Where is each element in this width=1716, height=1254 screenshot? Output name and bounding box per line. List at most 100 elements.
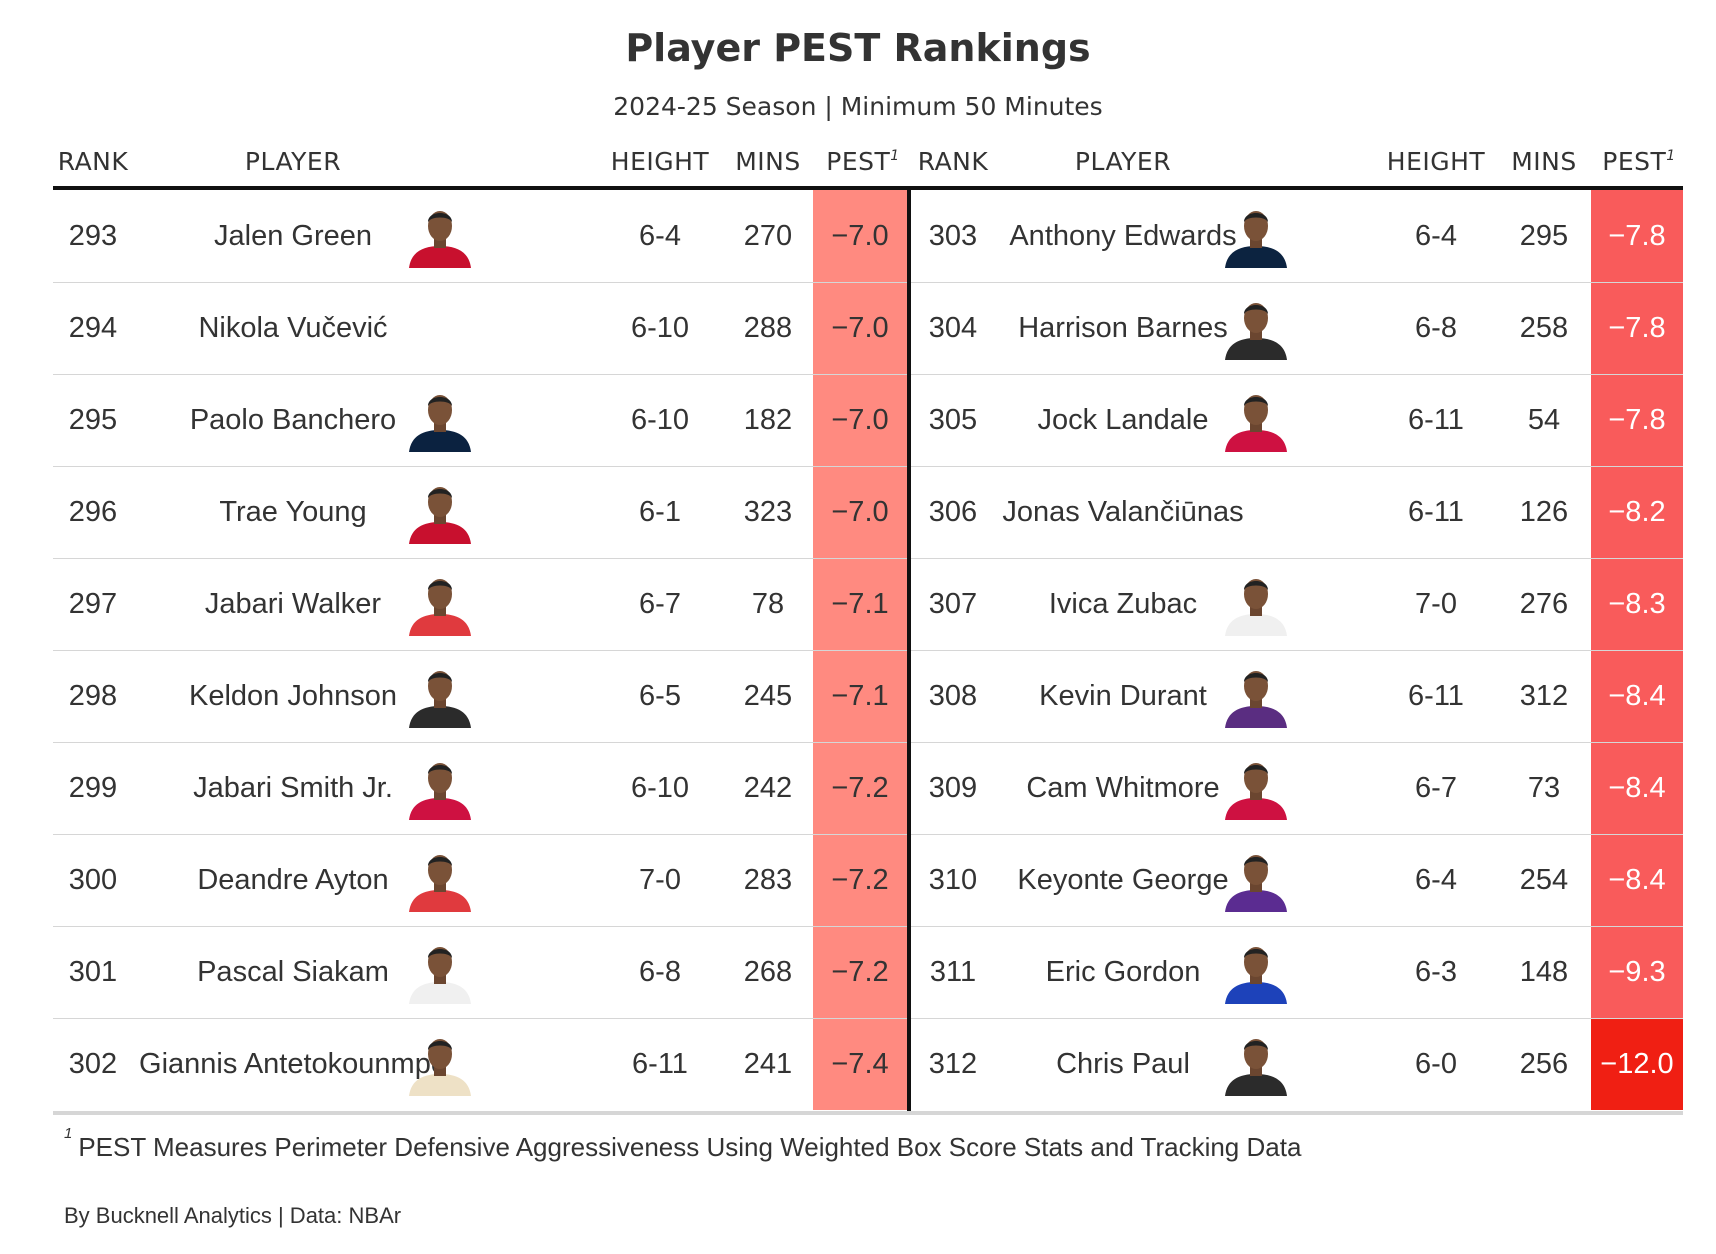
- pest-value-cell: −12.0: [1591, 1018, 1683, 1110]
- player-name: Anthony Edwards: [1009, 220, 1237, 252]
- table-row-left: 298 Keldon Johnson 6-5 245 −7.1: [53, 650, 907, 742]
- pest-value-cell: −7.2: [813, 834, 907, 926]
- table-row-left: 302 Giannis Antetokounmpo 6-11 241 −7.4: [53, 1018, 907, 1110]
- height-cell: 6-10: [630, 312, 690, 344]
- header-mins-right: MINS: [1511, 147, 1577, 176]
- player-headshot-icon: [405, 756, 475, 820]
- page-subtitle: 2024-25 Season | Minimum 50 Minutes: [613, 92, 1103, 121]
- table-row-left: 295 Paolo Banchero 6-10 182 −7.0: [53, 374, 907, 466]
- header-rank-left: RANK: [57, 147, 129, 176]
- row-divider: [911, 650, 1683, 651]
- pest-value-cell: −8.4: [1591, 650, 1683, 742]
- footnote-text: PEST Measures Perimeter Defensive Aggres…: [78, 1132, 1302, 1162]
- rank-cell: 297: [68, 588, 118, 620]
- header-rule: [53, 186, 1683, 190]
- player-name: Jabari Walker: [204, 588, 382, 620]
- height-cell: 6-10: [630, 404, 690, 436]
- height-cell: 6-11: [1408, 496, 1464, 528]
- player-headshot-icon: [405, 664, 475, 728]
- table-row-left: 297 Jabari Walker 6-7 78 −7.1: [53, 558, 907, 650]
- row-divider: [53, 282, 907, 283]
- rank-cell: 307: [928, 588, 978, 620]
- player-headshot-icon: [1221, 848, 1291, 912]
- table-row-right: 311 Eric Gordon 6-3 148 −9.3: [911, 926, 1683, 1018]
- player-headshot-icon: [405, 480, 475, 544]
- height-cell: 6-1: [639, 496, 681, 528]
- mins-cell: 288: [743, 312, 793, 344]
- mins-cell: 312: [1519, 680, 1569, 712]
- rank-cell: 298: [68, 680, 118, 712]
- player-name: Keldon Johnson: [189, 680, 397, 712]
- pest-value-cell: −8.4: [1591, 742, 1683, 834]
- pest-value-cell: −7.0: [813, 374, 907, 466]
- table-row-right: 303 Anthony Edwards 6-4 295 −7.8: [911, 190, 1683, 282]
- rank-cell: 305: [928, 404, 978, 436]
- mins-cell: 242: [743, 772, 793, 804]
- footnote: 1 PEST Measures Perimeter Defensive Aggre…: [64, 1125, 1302, 1163]
- header-height-left: HEIGHT: [610, 147, 710, 176]
- table-row-left: 300 Deandre Ayton 7-0 283 −7.2: [53, 834, 907, 926]
- rank-cell: 300: [68, 864, 118, 896]
- table-row-right: 309 Cam Whitmore 6-7 73 −8.4: [911, 742, 1683, 834]
- height-cell: 6-11: [1408, 680, 1464, 712]
- player-name: Harrison Barnes: [1018, 312, 1228, 344]
- rank-cell: 295: [68, 404, 118, 436]
- player-name: Jonas Valančiūnas: [1002, 496, 1244, 528]
- header-player-right: PLAYER: [1074, 147, 1172, 176]
- player-headshot-icon: [1221, 572, 1291, 636]
- height-cell: 6-4: [639, 220, 681, 252]
- player-headshot-icon: [1221, 664, 1291, 728]
- player-headshot-icon: [405, 204, 475, 268]
- player-name: Ivica Zubac: [1048, 588, 1198, 620]
- table-row-right: 310 Keyonte George 6-4 254 −8.4: [911, 834, 1683, 926]
- rank-cell: 306: [928, 496, 978, 528]
- pest-value-cell: −7.1: [813, 650, 907, 742]
- mins-cell: 323: [743, 496, 793, 528]
- rankings-table: 293 Jalen Green 6-4 270 −7.0 294 Nikola Vučevi…: [53, 190, 1683, 1115]
- mins-cell: 78: [751, 588, 785, 620]
- player-name: Deandre Ayton: [197, 864, 389, 896]
- player-headshot-icon: [405, 572, 475, 636]
- header-mins-left: MINS: [735, 147, 801, 176]
- mins-cell: 73: [1527, 772, 1561, 804]
- header-pest-right-marker: 1: [1666, 148, 1676, 164]
- player-name: Giannis Antetokounmpo: [139, 1048, 447, 1080]
- player-name: Jock Landale: [1037, 404, 1209, 436]
- table-row-left: 294 Nikola Vučević 6-10 288 −7.0: [53, 282, 907, 374]
- rank-cell: 293: [68, 220, 118, 252]
- row-divider: [911, 558, 1683, 559]
- player-headshot-icon: [1221, 1032, 1291, 1096]
- mins-cell: 245: [743, 680, 793, 712]
- row-divider: [911, 374, 1683, 375]
- header-pest-right-label: PEST: [1602, 147, 1667, 176]
- column-divider: [907, 190, 911, 1115]
- row-divider: [53, 650, 907, 651]
- player-name: Cam Whitmore: [1026, 772, 1220, 804]
- height-cell: 6-7: [639, 588, 681, 620]
- row-divider: [911, 466, 1683, 467]
- header-pest-right: PEST1: [1589, 140, 1689, 184]
- mins-cell: 295: [1519, 220, 1569, 252]
- table-row-left: 301 Pascal Siakam 6-8 268 −7.2: [53, 926, 907, 1018]
- pest-value-cell: −8.3: [1591, 558, 1683, 650]
- mins-cell: 241: [743, 1048, 793, 1080]
- rank-cell: 309: [928, 772, 978, 804]
- pest-value-cell: −7.4: [813, 1018, 907, 1110]
- player-name: Jalen Green: [214, 220, 372, 252]
- player-name: Chris Paul: [1056, 1048, 1190, 1080]
- rank-cell: 294: [68, 312, 118, 344]
- row-divider: [53, 374, 907, 375]
- height-cell: 6-5: [639, 680, 681, 712]
- rank-cell: 312: [928, 1048, 978, 1080]
- height-cell: 7-0: [1415, 588, 1457, 620]
- rank-cell: 303: [928, 220, 978, 252]
- height-cell: 6-11: [632, 1048, 688, 1080]
- player-name: Eric Gordon: [1045, 956, 1201, 988]
- mins-cell: 148: [1519, 956, 1569, 988]
- pest-value-cell: −7.2: [813, 926, 907, 1018]
- height-cell: 6-3: [1415, 956, 1457, 988]
- pest-value-cell: −8.4: [1591, 834, 1683, 926]
- header-pest-left-label: PEST: [826, 147, 891, 176]
- row-divider: [53, 834, 907, 835]
- player-name: Trae Young: [219, 496, 367, 528]
